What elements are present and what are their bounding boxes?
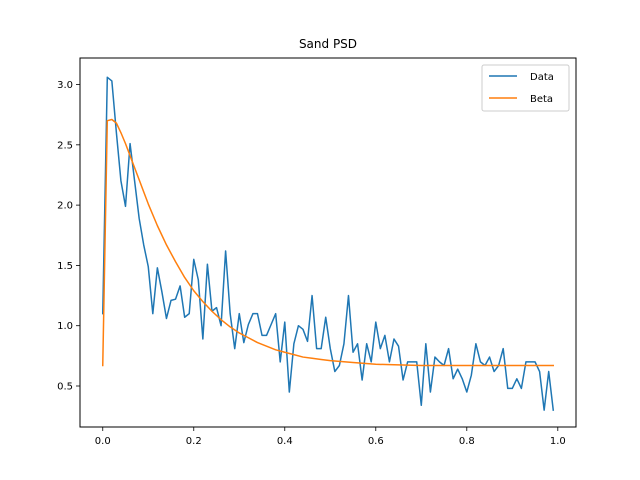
axes-frame — [79, 57, 577, 428]
y-tick-label: 2.5 — [57, 140, 73, 151]
y-tick-label: 1.0 — [57, 321, 73, 332]
legend-label-beta: Beta — [530, 94, 553, 105]
x-tick-label: 0.2 — [186, 436, 202, 447]
y-tick-label: 2.0 — [57, 201, 73, 212]
series-line-data — [101, 76, 555, 411]
y-axis: 0.5 1.0 1.5 2.0 2.5 3.0 — [57, 80, 80, 393]
legend-label-data: Data — [530, 72, 554, 83]
y-tick-label: 0.5 — [57, 382, 73, 393]
y-tick-label: 3.0 — [57, 80, 73, 91]
plot-area — [101, 76, 555, 411]
chart-title: Sand PSD — [299, 37, 357, 51]
x-tick-label: 0.6 — [368, 436, 384, 447]
series-line-beta — [101, 118, 554, 367]
x-tick-label: 0.8 — [459, 436, 475, 447]
x-axis: 0.0 0.2 0.4 0.6 0.8 1.0 — [95, 427, 566, 447]
x-tick-label: 0.4 — [277, 436, 293, 447]
legend-box — [481, 64, 570, 112]
x-tick-label: 0.0 — [95, 436, 111, 447]
y-tick-label: 1.5 — [57, 261, 73, 272]
x-tick-label: 1.0 — [550, 436, 566, 447]
legend: Data Beta — [481, 64, 570, 112]
